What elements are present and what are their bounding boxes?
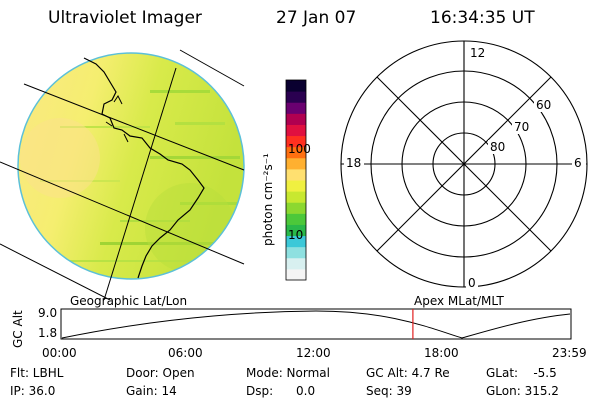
mlt-label-12: 12	[470, 46, 485, 60]
colorbar-scale	[286, 80, 306, 281]
x-tick-1200: 12:00	[296, 346, 331, 360]
altitude-timeline	[60, 308, 572, 340]
polar-plot: 12 0 18 6 60 70 80	[340, 40, 588, 290]
instrument-title: Ultraviolet Imager	[48, 8, 202, 28]
x-tick-2359: 23:59	[552, 346, 587, 360]
timeline-ymin: 1.8	[38, 326, 58, 340]
earth-disc	[18, 53, 244, 279]
colorbar-tick-10: 10	[288, 228, 304, 242]
timeline-right-caption: Apex MLat/MLT	[414, 294, 504, 308]
lat-label-70: 70	[514, 120, 529, 134]
info-filter: Flt: LBHL	[10, 366, 64, 380]
colorbar-cell	[286, 268, 306, 281]
colorbar-cell	[286, 180, 306, 192]
colorbar-cell	[286, 124, 306, 137]
colorbar-cell	[286, 157, 306, 170]
info-glon: GLon: 315.2	[486, 384, 559, 398]
colorbar-cell	[286, 80, 306, 92]
colorbar-label: photon cm⁻²s⁻¹	[261, 153, 275, 246]
geographic-grid	[0, 49, 245, 300]
mlt-label-6: 6	[574, 156, 582, 170]
date-label: 27 Jan 07	[276, 8, 357, 28]
info-dsp: Dsp: 0.0	[246, 384, 316, 398]
altitude-curve	[61, 310, 571, 339]
time-label: 16:34:35 UT	[430, 8, 535, 28]
mlt-label-18: 18	[346, 156, 361, 170]
info-mode: Mode: Normal	[246, 366, 330, 380]
colorbar-cell	[286, 102, 306, 114]
colorbar-cell	[286, 202, 306, 214]
info-door: Door: Open	[126, 366, 195, 380]
x-tick-0600: 06:00	[168, 346, 203, 360]
mlt-label-0: 0	[468, 276, 476, 290]
timeline-left-caption: Geographic Lat/Lon	[70, 294, 188, 308]
colorbar-cell	[286, 168, 306, 181]
coastline	[83, 57, 205, 279]
info-gain: Gain: 14	[126, 384, 177, 398]
x-tick-0000: 00:00	[42, 346, 77, 360]
colorbar	[285, 79, 307, 281]
uv-earth-image	[0, 49, 245, 300]
info-ip: IP: 36.0	[10, 384, 56, 398]
colorbar-cell	[286, 235, 306, 248]
timeline-axis-label: GC Alt	[11, 310, 25, 348]
colorbar-tick-100: 100	[288, 142, 311, 156]
lat-label-60: 60	[536, 98, 551, 112]
x-tick-1800: 18:00	[424, 346, 459, 360]
colorbar-cell	[286, 191, 306, 203]
timeline-ymax: 9.0	[38, 306, 58, 320]
colorbar-cell	[286, 213, 306, 225]
colorbar-cell	[286, 257, 306, 270]
colorbar-cell	[286, 246, 306, 259]
colorbar-cell	[286, 91, 306, 103]
info-gc-alt: GC Alt: 4.7 Re	[366, 366, 450, 380]
colorbar-cell	[286, 135, 306, 148]
info-glat: GLat: -5.5	[486, 366, 557, 380]
colorbar-cell	[286, 224, 306, 237]
lat-label-80: 80	[490, 140, 505, 154]
colorbar-cell	[286, 146, 306, 159]
colorbar-cell	[286, 113, 306, 125]
info-seq: Seq: 39	[366, 384, 412, 398]
